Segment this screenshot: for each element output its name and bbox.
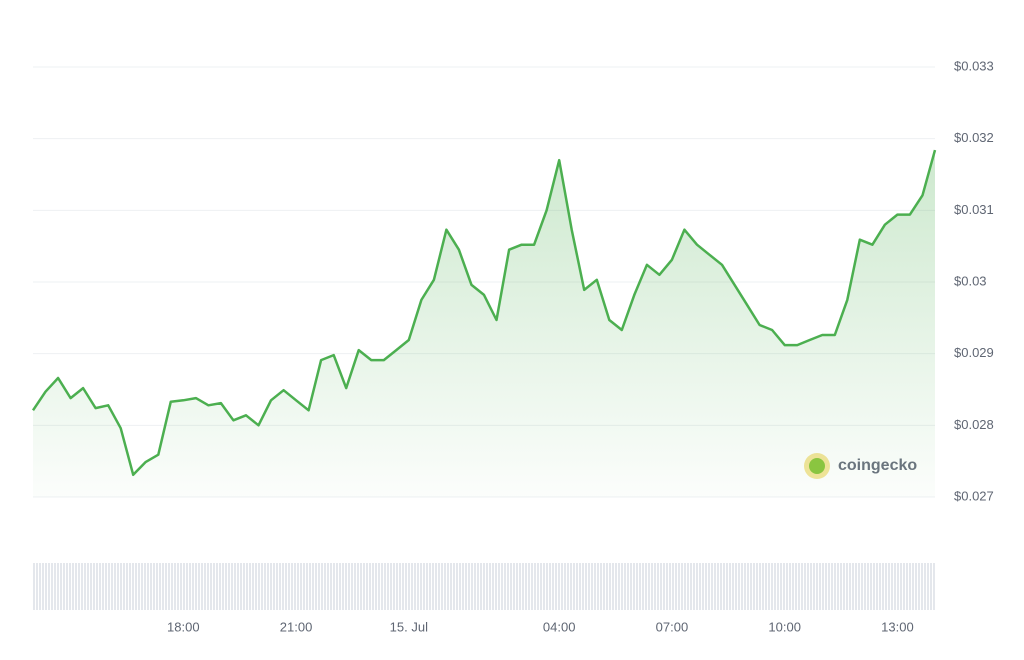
y-tick-label: $0.031 (954, 202, 994, 217)
x-tick-label: 18:00 (167, 619, 200, 634)
price-line (31, 149, 937, 477)
y-tick-label: $0.032 (954, 130, 994, 145)
area (33, 150, 935, 497)
y-tick-label: $0.029 (954, 345, 994, 360)
x-tick-label: 15. Jul (390, 619, 428, 634)
x-tick-label: 21:00 (280, 619, 313, 634)
y-tick-label: $0.028 (954, 417, 994, 432)
volume-bars (33, 563, 935, 610)
x-tick-label: 10:00 (768, 619, 801, 634)
y-tick-label: $0.033 (954, 58, 994, 73)
x-tick-label: 07:00 (656, 619, 689, 634)
y-tick-label: $0.027 (954, 488, 994, 503)
x-tick-label: 04:00 (543, 619, 576, 634)
x-tick-label: 13:00 (881, 619, 914, 634)
y-tick-label: $0.03 (954, 273, 987, 288)
